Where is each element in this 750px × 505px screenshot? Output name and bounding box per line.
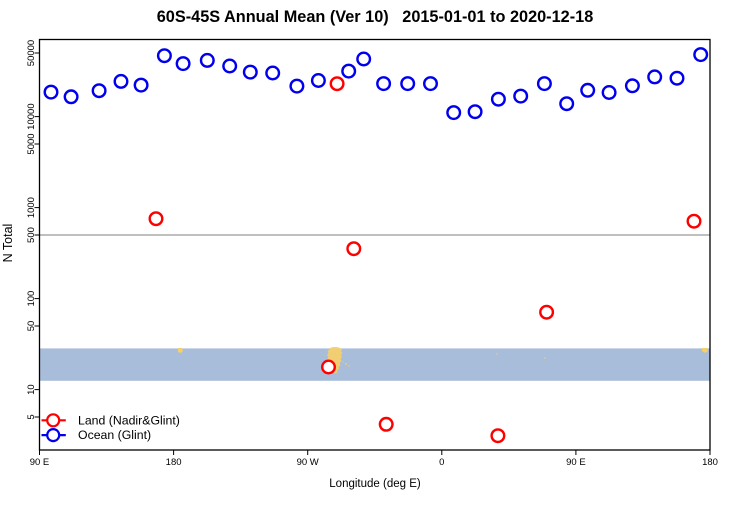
svg-text:5000: 5000 [26, 133, 37, 154]
svg-text:Longitude (deg E): Longitude (deg E) [329, 478, 421, 490]
svg-text:90 W: 90 W [297, 457, 319, 468]
svg-text:5: 5 [26, 414, 37, 419]
svg-text:1000: 1000 [26, 197, 37, 218]
svg-text:Land (Nadir&Glint): Land (Nadir&Glint) [78, 413, 180, 427]
svg-text:10: 10 [26, 384, 37, 395]
svg-text:180: 180 [166, 457, 182, 468]
svg-text:10000: 10000 [26, 103, 37, 129]
svg-text:90 E: 90 E [566, 457, 586, 468]
svg-text:60S-45S Annual Mean (Ver 10): 60S-45S Annual Mean (Ver 10) 2015-01-01 … [157, 8, 594, 26]
svg-text:Ocean (Glint): Ocean (Glint) [78, 428, 151, 442]
svg-text:180: 180 [702, 457, 718, 468]
svg-text:0: 0 [439, 457, 444, 468]
svg-text:500: 500 [26, 227, 37, 243]
svg-text:N Total: N Total [1, 224, 15, 263]
svg-text:90 E: 90 E [30, 457, 50, 468]
svg-text:50: 50 [26, 321, 37, 332]
svg-text:100: 100 [26, 291, 37, 307]
svg-text:50000: 50000 [26, 40, 37, 66]
